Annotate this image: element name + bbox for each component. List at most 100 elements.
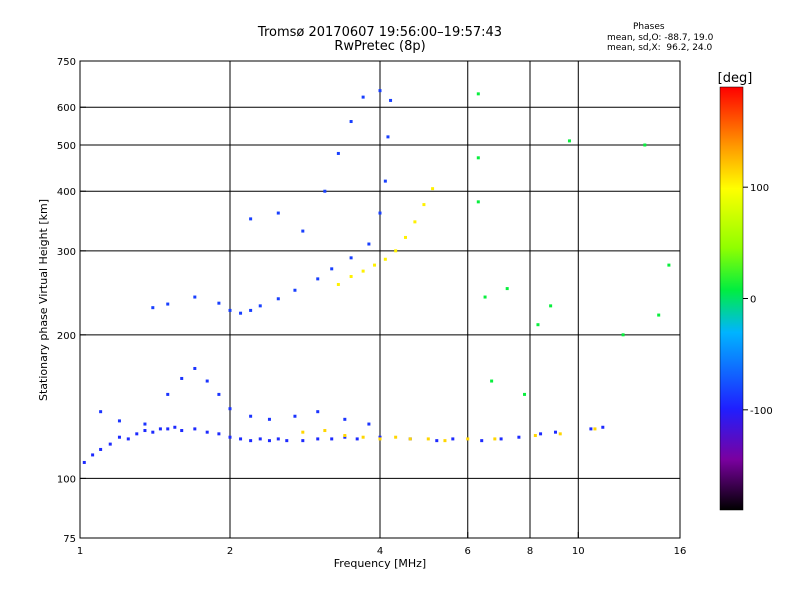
data-point [151,306,155,310]
data-point [451,437,455,441]
data-point [558,432,562,436]
data-point [601,425,605,429]
data-point [483,295,487,299]
data-point [367,422,371,426]
data-point [383,179,387,183]
data-point [143,429,147,433]
data-point [667,263,671,267]
data-point [378,437,382,441]
data-point [126,437,130,441]
y-tick-label: 100 [57,474,76,485]
data-point [361,95,365,99]
data-point [343,417,347,421]
data-point [158,427,162,431]
data-point [117,435,121,439]
x-axis-label: Frequency [MHz] [334,557,426,570]
data-point [180,376,184,380]
colorbar-ticks: 100 0 -100 [743,183,773,417]
data-point [657,313,661,317]
data-point [589,427,593,431]
data-point [493,437,497,441]
colorbar-tick-label: 0 [750,295,756,306]
data-point [276,297,280,301]
data-point [378,435,382,439]
data-point [193,366,197,370]
data-point [349,120,353,124]
data-point [249,308,253,312]
x-tick-label: 16 [674,546,687,557]
data-point [567,139,571,143]
data-point [301,439,305,443]
data-point [180,429,184,433]
data-point [533,434,537,438]
data-point [193,427,197,431]
grid-lines [80,61,680,538]
y-axis-ticks: 75 100 200 300 400 500 600 750 [57,57,86,545]
data-point [166,302,170,306]
data-point [258,437,262,441]
data-point [336,282,340,286]
data-point [316,437,320,441]
data-point [336,151,340,155]
data-point [490,379,494,383]
phases-stats-x-mode: mean, sd,X: 96.2, 24.0 [607,43,713,53]
x-tick-label: 6 [465,546,471,557]
colorbar-label: [deg] [718,71,753,86]
data-point [349,275,353,279]
data-point [249,217,253,221]
chart-title-line2: RwPretec (8p) [334,39,426,54]
data-point [316,277,320,281]
y-tick-label: 300 [57,247,76,258]
data-point [386,135,390,139]
data-point [217,301,221,305]
data-point [343,434,347,438]
data-point [361,269,365,273]
data-point [517,435,521,439]
data-point [466,437,470,441]
x-tick-label: 8 [527,546,533,557]
x-axis-ticks: 1 2 4 6 8 10 16 [77,532,687,557]
data-point [403,235,407,239]
y-tick-label: 750 [57,57,76,68]
colorbar-tick-label: 100 [750,183,769,194]
data-point [301,229,305,233]
data-point [593,427,597,431]
data-point [378,89,382,93]
data-point [394,435,398,439]
data-point [476,156,480,160]
phases-stats-o-mode: mean, sd,O: -88.7, 19.0 [607,33,714,43]
data-point [99,447,103,451]
data-point [349,256,353,260]
colorbar [719,86,744,511]
data-point [239,437,243,441]
data-point [330,267,334,271]
data-point [82,460,86,464]
data-point [523,392,527,396]
data-point [99,410,103,414]
data-point [135,432,139,436]
data-point [293,414,297,418]
data-point [643,143,647,147]
data-point [276,211,280,215]
data-point [173,425,177,429]
data-point [249,414,253,418]
y-tick-label: 75 [63,534,76,545]
data-point [205,430,209,434]
data-point [549,304,553,308]
data-point [217,392,221,396]
data-point [166,392,170,396]
data-point [394,249,398,253]
data-point [143,422,147,426]
data-point [267,417,271,421]
y-axis-label: Stationary phase Virtual Height [km] [37,199,50,401]
data-point [205,379,209,383]
data-point [373,263,377,267]
data-point [408,437,412,441]
data-point [323,429,327,433]
data-point [553,430,557,434]
data-point [343,435,347,439]
x-tick-label: 1 [77,546,83,557]
y-tick-label: 500 [57,141,76,152]
data-point [293,288,297,292]
